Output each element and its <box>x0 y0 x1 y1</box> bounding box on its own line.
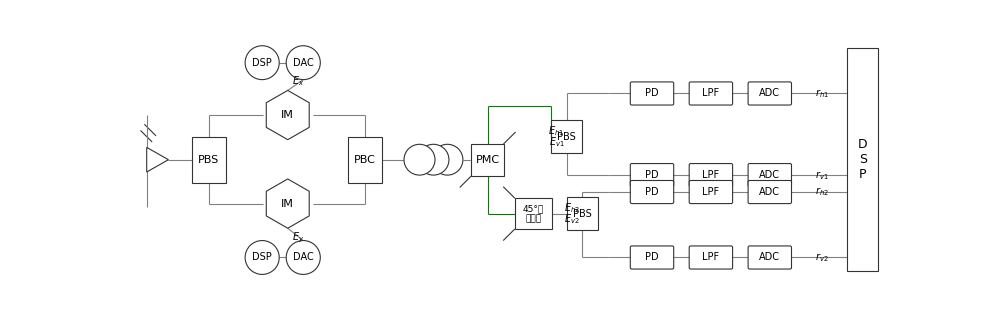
Text: PBS: PBS <box>573 209 592 219</box>
Text: PBS: PBS <box>198 155 219 165</box>
Circle shape <box>418 144 449 175</box>
FancyBboxPatch shape <box>630 180 674 204</box>
Text: DAC: DAC <box>293 252 314 262</box>
Circle shape <box>432 144 463 175</box>
FancyBboxPatch shape <box>630 246 674 269</box>
Text: ADC: ADC <box>759 170 780 180</box>
Text: PD: PD <box>645 187 659 197</box>
Text: LPF: LPF <box>702 187 719 197</box>
FancyBboxPatch shape <box>689 246 733 269</box>
Text: $E_{v2}$: $E_{v2}$ <box>564 212 580 226</box>
Circle shape <box>286 241 320 275</box>
FancyBboxPatch shape <box>748 164 792 187</box>
FancyBboxPatch shape <box>748 82 792 105</box>
FancyBboxPatch shape <box>689 82 733 105</box>
Polygon shape <box>266 90 309 140</box>
Text: DSP: DSP <box>252 58 272 68</box>
Bar <box>192 137 226 183</box>
Circle shape <box>245 46 279 80</box>
Polygon shape <box>147 147 168 172</box>
Text: $E_{h1}$: $E_{h1}$ <box>548 124 564 138</box>
Text: $E_x$: $E_x$ <box>292 74 304 88</box>
Text: PD: PD <box>645 170 659 180</box>
Text: PMC: PMC <box>476 155 500 165</box>
Text: DAC: DAC <box>293 58 314 68</box>
Text: ADC: ADC <box>759 88 780 99</box>
FancyBboxPatch shape <box>630 164 674 187</box>
FancyBboxPatch shape <box>689 164 733 187</box>
Text: LPF: LPF <box>702 252 719 262</box>
Bar <box>348 137 382 183</box>
FancyBboxPatch shape <box>689 180 733 204</box>
Text: PBC: PBC <box>354 155 376 165</box>
FancyBboxPatch shape <box>630 82 674 105</box>
Text: ADC: ADC <box>759 187 780 197</box>
Polygon shape <box>266 179 309 228</box>
Bar <box>471 144 504 176</box>
Text: $E_{v1}$: $E_{v1}$ <box>549 135 564 149</box>
Bar <box>847 48 878 271</box>
Text: IM: IM <box>281 198 294 209</box>
Text: $r_{h2}$: $r_{h2}$ <box>815 186 829 198</box>
Circle shape <box>404 144 435 175</box>
Text: D
S
P: D S P <box>858 138 868 181</box>
Text: $E_{h2}$: $E_{h2}$ <box>564 201 580 215</box>
Text: LPF: LPF <box>702 170 719 180</box>
Text: $r_{v2}$: $r_{v2}$ <box>815 251 829 264</box>
Text: 45°偏
振旋转: 45°偏 振旋转 <box>523 204 544 223</box>
Text: PD: PD <box>645 88 659 99</box>
Text: LPF: LPF <box>702 88 719 99</box>
Circle shape <box>245 241 279 275</box>
FancyBboxPatch shape <box>748 246 792 269</box>
Text: PD: PD <box>645 252 659 262</box>
Bar <box>515 198 552 229</box>
Bar <box>567 197 598 230</box>
Text: IM: IM <box>281 110 294 120</box>
Bar <box>551 120 582 153</box>
Circle shape <box>286 46 320 80</box>
FancyBboxPatch shape <box>748 180 792 204</box>
Text: PBS: PBS <box>557 132 576 142</box>
Text: $r_{h1}$: $r_{h1}$ <box>815 87 829 100</box>
Text: DSP: DSP <box>252 252 272 262</box>
Text: $E_y$: $E_y$ <box>292 230 304 245</box>
Text: ADC: ADC <box>759 252 780 262</box>
Text: $r_{v1}$: $r_{v1}$ <box>815 169 829 182</box>
